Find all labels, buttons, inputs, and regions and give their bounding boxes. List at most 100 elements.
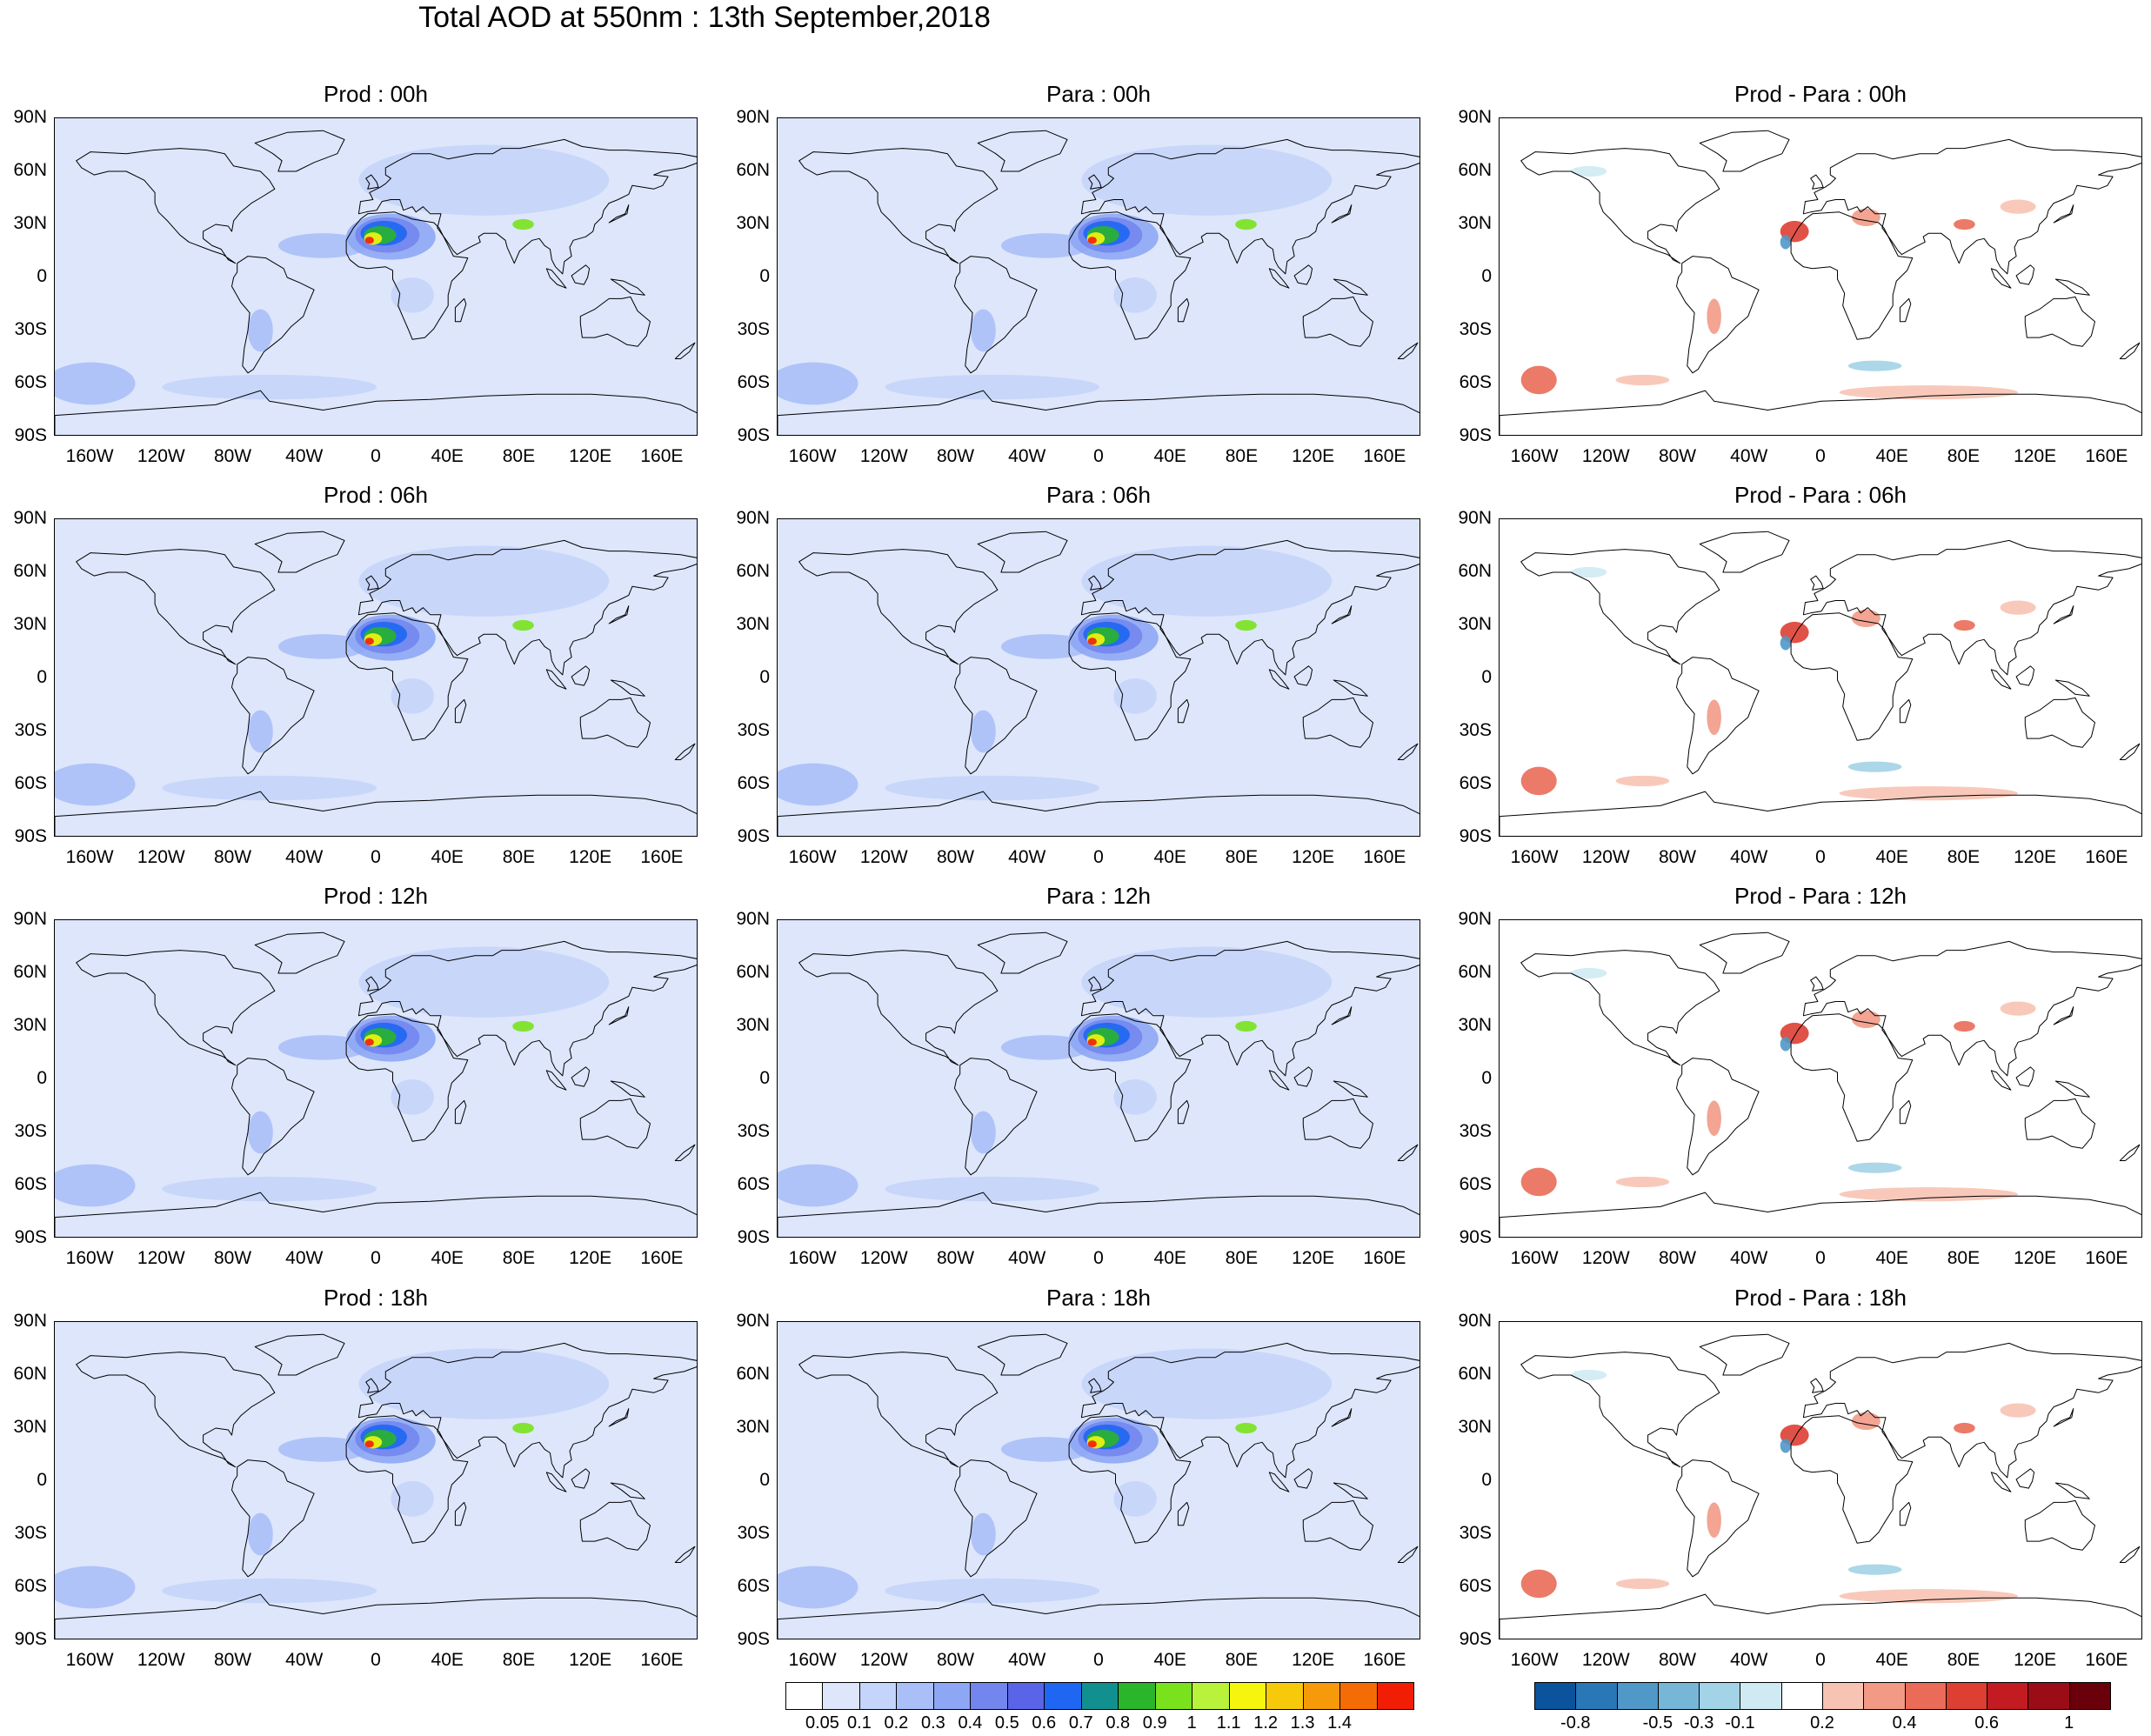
japan-outline [608, 1408, 630, 1427]
latitude-label: 0 [1481, 1068, 1492, 1088]
great-britain-outline [1810, 1378, 1824, 1393]
field-blob [1087, 237, 1097, 244]
field-blob [448, 1463, 591, 1534]
north-america-outline [1520, 549, 1720, 665]
diff-colorbar-swatch [1945, 1682, 1988, 1710]
antarctica-outline [778, 791, 1420, 836]
field-blob [2000, 1001, 2036, 1016]
longitude-label: 80E [502, 446, 536, 466]
latitude-label: 0 [759, 667, 770, 687]
new-guinea-outline [1333, 278, 1368, 296]
antarctica-outline [1500, 791, 2141, 836]
new-zealand-outline [1397, 743, 1419, 760]
longitude-label: 80E [1225, 1248, 1259, 1268]
latitude-label: 90S [1459, 826, 1492, 846]
borneo-outline [2015, 1468, 2035, 1489]
latitude-label: 0 [37, 1068, 47, 1088]
field-blob [1520, 766, 1557, 796]
great-britain-outline [365, 174, 379, 190]
south-america-outline [1676, 256, 1760, 374]
latitude-label: 0 [1481, 1470, 1492, 1490]
greenland-outline [254, 531, 345, 573]
latitude-label: 60S [737, 1174, 770, 1194]
field-blob [1851, 1412, 1880, 1431]
new-zealand-outline [1397, 1144, 1419, 1161]
diff-colorbar-swatch [1657, 1682, 1700, 1710]
madagascar-outline [1177, 1501, 1190, 1526]
borneo-outline [571, 1066, 591, 1087]
japan-outline [1331, 1006, 1353, 1025]
field-blob [512, 619, 534, 631]
africa-outline [1068, 612, 1192, 741]
latitude-label: 90N [13, 1311, 47, 1331]
map-panel [54, 1321, 698, 1639]
latitude-label: 30N [736, 614, 770, 634]
antarctica-outline [55, 1593, 697, 1639]
field-blob [1954, 619, 1975, 631]
south-america-outline [1676, 1058, 1760, 1176]
field-blob [162, 1578, 377, 1604]
japan-outline [2053, 605, 2074, 624]
longitude-label: 80W [1658, 1650, 1697, 1670]
latitude-label: 90N [1458, 508, 1492, 528]
aod-colorbar-label: 1.2 [1253, 1713, 1279, 1733]
diff-colorbar-swatch [1780, 1682, 1823, 1710]
antarctica-outline [1500, 1192, 2141, 1237]
longitude-label: 40E [431, 1650, 464, 1670]
latitude-label: 0 [759, 1470, 770, 1490]
africa-outline [1790, 1415, 1914, 1544]
longitude-label: 40W [1008, 847, 1046, 867]
field-blob [778, 1437, 921, 1491]
aod-colorbar-label: 1.3 [1290, 1713, 1315, 1733]
sumatra-outline [1990, 669, 2012, 690]
south-america-outline [231, 1058, 315, 1176]
field-blob [1081, 545, 1333, 617]
field-background [1500, 920, 2141, 1237]
field-blob [971, 309, 996, 352]
australia-outline [1302, 697, 1373, 748]
field-blob [2000, 1403, 2036, 1418]
latitude-label: 30S [14, 319, 47, 339]
field-blob [391, 1079, 434, 1115]
latitude-label: 30S [1459, 720, 1492, 740]
aod-colorbar-swatch [785, 1682, 824, 1710]
field-blob [2000, 600, 2036, 615]
japan-outline [2053, 1408, 2074, 1427]
panel-title: Para : 06h [1046, 482, 1151, 508]
field-blob [1171, 1463, 1314, 1534]
africa-outline [345, 1013, 469, 1142]
new-zealand-outline [2119, 1144, 2141, 1161]
field-blob [391, 277, 434, 313]
longitude-label: 120E [1292, 847, 1335, 867]
longitude-label: 80W [936, 446, 975, 466]
longitude-label: 80W [213, 446, 252, 466]
diff-colorbar-swatch [1534, 1682, 1577, 1710]
field-blob [1851, 1010, 1880, 1029]
longitude-label: 160W [65, 1248, 114, 1268]
field-blob [248, 1111, 273, 1154]
new-zealand-outline [2119, 1546, 2141, 1563]
diff-colorbar-swatch [2068, 1682, 2111, 1710]
sumatra-outline [1990, 1472, 2012, 1492]
field-blob [358, 1348, 610, 1419]
diff-colorbar-label: 1 [2064, 1713, 2074, 1733]
great-britain-outline [1088, 174, 1102, 190]
greenland-outline [254, 931, 345, 974]
borneo-outline [1293, 1066, 1313, 1087]
great-britain-outline [1810, 976, 1824, 992]
longitude-label: 40E [1875, 1248, 1908, 1268]
field-blob [1224, 312, 1420, 402]
field-blob [1615, 1176, 1670, 1188]
south-america-outline [954, 1459, 1038, 1578]
longitude-label: 80E [502, 1650, 536, 1670]
field-blob [358, 545, 610, 617]
greenland-outline [1699, 1333, 1790, 1376]
longitude-label: 80W [213, 1650, 252, 1670]
longitude-label: 160E [1363, 446, 1406, 466]
longitude-label: 80E [1225, 847, 1259, 867]
aod-colorbar-label: 0.8 [1106, 1713, 1131, 1733]
latitude-label: 90N [736, 909, 770, 929]
latitude-label: 90S [737, 1629, 770, 1649]
madagascar-outline [1177, 1099, 1190, 1125]
field-blob [1171, 1061, 1314, 1132]
